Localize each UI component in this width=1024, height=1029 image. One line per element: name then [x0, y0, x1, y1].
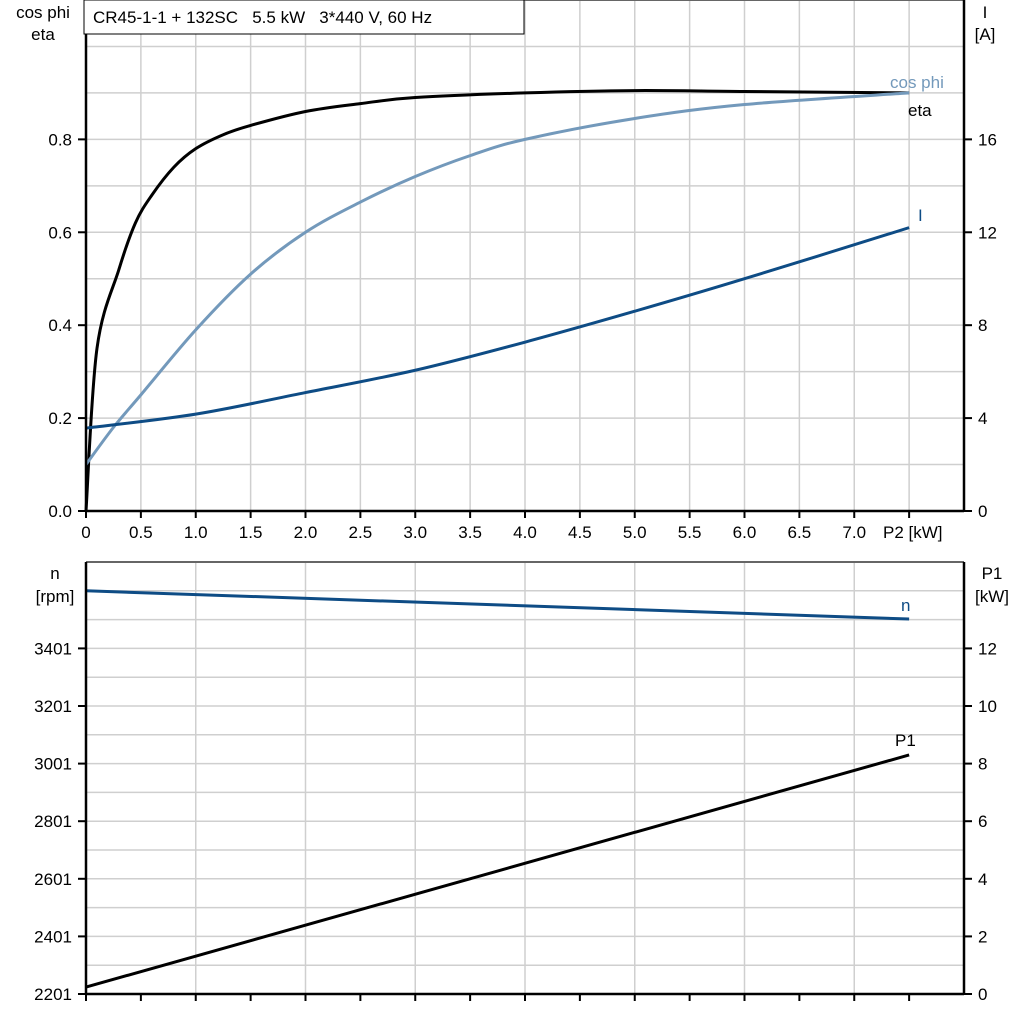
- x-tick-label: 6.0: [733, 523, 757, 542]
- series-label-i: I: [918, 206, 923, 225]
- series-label-eta: eta: [908, 101, 932, 120]
- x-axis-label: P2 [kW]: [883, 523, 943, 542]
- series-line-i: [85, 226, 910, 430]
- top-right-tick-label: 16: [978, 130, 997, 149]
- x-tick-label: 2.5: [349, 523, 373, 542]
- x-tick-label: 5.0: [623, 523, 647, 542]
- x-tick-label: 4.5: [568, 523, 592, 542]
- axes-layer: 0.0 0.2 0.4 0.6 0.8 0 4 8 12 16 0 0.5 1.0 1.5 2.0 2.5 3.…: [34, 0, 997, 1004]
- x-tick-label: 0.5: [129, 523, 153, 542]
- bottom-grid: [86, 562, 964, 994]
- top-left-tick-label: 0.6: [48, 223, 72, 242]
- top-left-tick-label: 0.8: [48, 130, 72, 149]
- series-line-p1: [85, 753, 910, 989]
- bottom-left-tick-label: 3001: [34, 755, 72, 774]
- bottom-right-tick-label: 10: [978, 697, 997, 716]
- bottom-left-tick-label: 3201: [34, 697, 72, 716]
- bottom-right-tick-label: 4: [978, 870, 987, 889]
- top-left-tick-label: 0.4: [48, 316, 72, 335]
- series-label-n: n: [901, 596, 910, 615]
- bottom-left-tick-label: 3401: [34, 639, 72, 658]
- bottom-left-axis-label-2: [rpm]: [36, 587, 75, 606]
- top-right-axis-label-2: [A]: [975, 25, 996, 44]
- chart-title: CR45-1-1 + 132SC 5.5 kW 3*440 V, 60 Hz: [93, 8, 432, 27]
- series-line-eta: [84, 89, 910, 512]
- title-box: [83, 0, 525, 35]
- bottom-right-tick-label: 12: [978, 639, 997, 658]
- top-left-axis-label-1: cos phi: [16, 3, 70, 22]
- top-left-tick-label: 0.2: [48, 409, 72, 428]
- series-label-p1: P1: [895, 731, 916, 750]
- x-tick-label: 6.5: [788, 523, 812, 542]
- bottom-left-tick-label: 2401: [34, 927, 72, 946]
- top-grid: [86, 0, 964, 511]
- top-right-axis-label-1: I: [983, 3, 988, 22]
- series-layer: [84, 89, 910, 989]
- x-tick-label: 0: [81, 523, 90, 542]
- top-left-tick-label: 0.0: [48, 502, 72, 521]
- series-line-n: [85, 589, 910, 621]
- bottom-left-axis-label-1: n: [50, 564, 59, 583]
- bottom-left-tick-label: 2801: [34, 812, 72, 831]
- x-tick-label: 1.5: [239, 523, 263, 542]
- bottom-right-axis-label-1: P1: [982, 564, 1003, 583]
- x-tick-label: 3.0: [403, 523, 427, 542]
- series-label-cos-phi: cos phi: [890, 73, 944, 92]
- top-right-tick-label: 12: [978, 223, 997, 242]
- bottom-right-tick-label: 0: [978, 985, 987, 1004]
- top-right-tick-label: 8: [978, 316, 987, 335]
- bottom-left-tick-label: 2601: [34, 870, 72, 889]
- top-right-tick-label: 0: [978, 502, 987, 521]
- x-tick-label: 7.0: [842, 523, 866, 542]
- x-tick-label: 5.5: [678, 523, 702, 542]
- series-line-cos-phi: [84, 91, 910, 466]
- bottom-right-tick-label: 8: [978, 755, 987, 774]
- top-right-tick-label: 4: [978, 409, 987, 428]
- bottom-right-axis-label-2: [kW]: [975, 587, 1009, 606]
- x-tick-label: 1.0: [184, 523, 208, 542]
- bottom-left-tick-label: 2201: [34, 985, 72, 1004]
- bottom-right-tick-label: 2: [978, 927, 987, 946]
- x-tick-label: 2.0: [294, 523, 318, 542]
- bottom-right-tick-label: 6: [978, 812, 987, 831]
- x-tick-label: 3.5: [458, 523, 482, 542]
- top-left-axis-label-2: eta: [31, 25, 55, 44]
- x-tick-label: 4.0: [513, 523, 537, 542]
